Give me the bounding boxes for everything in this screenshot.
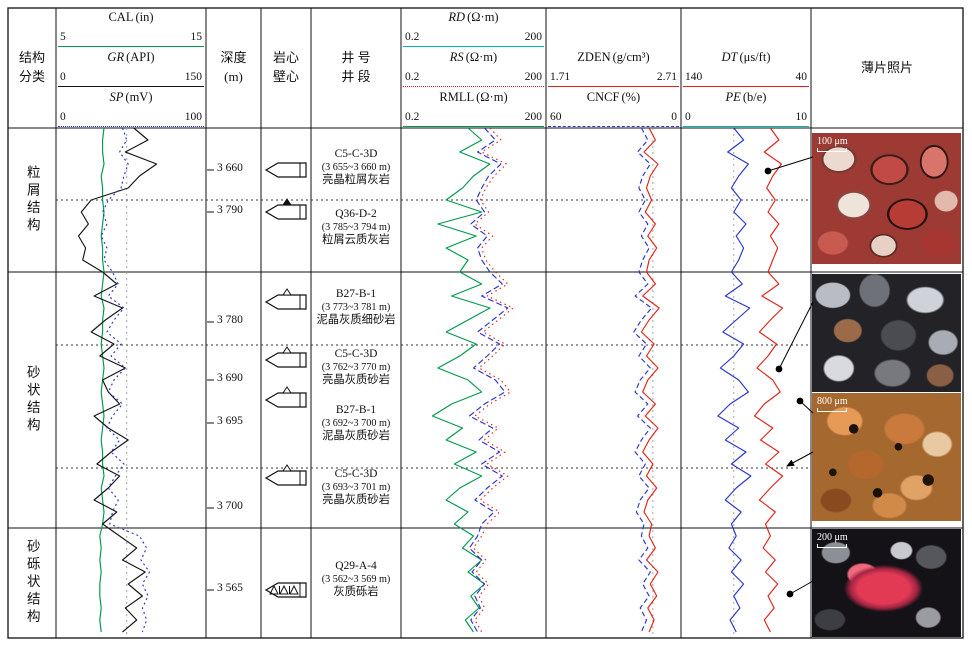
well-interval: (3 693~3 701 m): [321, 481, 391, 493]
well-entry: B27-B-1 (3 773~3 781 m) 泥晶灰质细砂岩: [312, 288, 400, 328]
well-rock-name: 泥晶灰质细砂岩: [316, 314, 396, 327]
well-interval: (3 655~3 660 m): [321, 161, 391, 173]
well-interval: (3 762~3 770 m): [321, 361, 391, 373]
well-interval: (3 785~3 794 m): [321, 221, 391, 233]
well-entry: C5-C-3D (3 693~3 701 m) 亮晶灰质砂岩: [312, 468, 400, 508]
well-id: C5-C-3D: [334, 348, 378, 360]
well-entry: Q29-A-4 (3 562~3 569 m) 灰质砾岩: [312, 560, 400, 600]
well-rock-name: 粒屑云质灰岩: [322, 234, 390, 247]
well-rock-name: 亮晶粒屑灰岩: [322, 174, 390, 187]
well-entry: Q36-D-2 (3 785~3 794 m) 粒屑云质灰岩: [312, 208, 400, 248]
well-entry: B27-B-1 (3 692~3 700 m) 泥晶灰质砂岩: [312, 404, 400, 444]
well-id: C5-C-3D: [334, 148, 378, 160]
well-rock-name: 亮晶灰质砂岩: [322, 494, 390, 507]
well-id: Q36-D-2: [335, 208, 377, 220]
well-rock-name: 灰质砾岩: [333, 586, 379, 599]
well-interval: (3 692~3 700 m): [321, 417, 391, 429]
well-id: B27-B-1: [335, 288, 377, 300]
well-id: C5-C-3D: [334, 468, 378, 480]
well-id: B27-B-1: [335, 404, 377, 416]
well-entry: C5-C-3D (3 655~3 660 m) 亮晶粒屑灰岩: [312, 148, 400, 188]
well-rock-name: 亮晶灰质砂岩: [322, 374, 390, 387]
well-entry: C5-C-3D (3 762~3 770 m) 亮晶灰质砂岩: [312, 348, 400, 388]
well-interval: (3 773~3 781 m): [321, 301, 391, 313]
well-interval: (3 562~3 569 m): [321, 573, 391, 585]
well-rock-name: 泥晶灰质砂岩: [322, 430, 390, 443]
well-id: Q29-A-4: [335, 560, 377, 572]
